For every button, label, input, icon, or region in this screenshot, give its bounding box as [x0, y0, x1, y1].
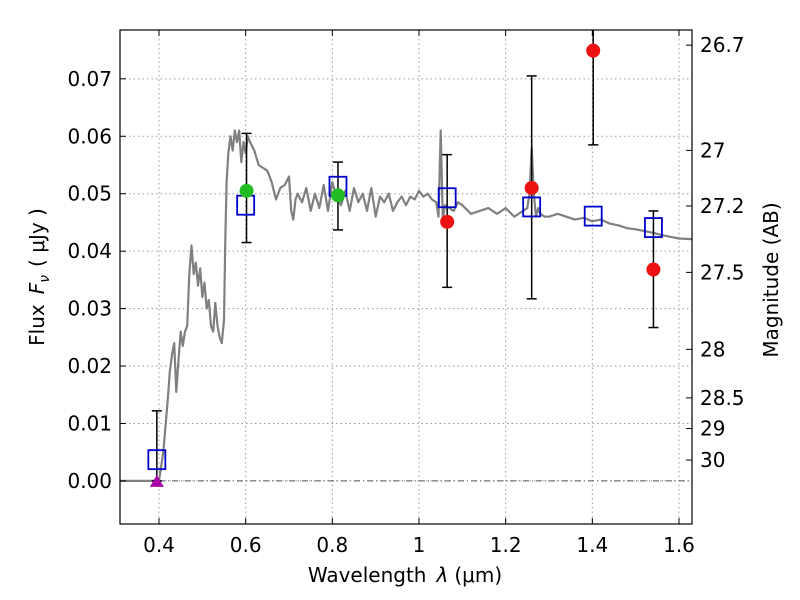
y-axis-label: FluxFν( μJy ): [25, 208, 53, 346]
x-tick-label: 1.2: [490, 533, 522, 557]
mag-tick-label: 27.2: [700, 194, 745, 218]
model-square-marker: [147, 449, 167, 471]
x-axis-label: Wavelength λ (μm): [308, 563, 502, 587]
axis-ticks: [120, 30, 692, 524]
data-markers: [147, 43, 663, 487]
y-tick-label: 0.05: [67, 182, 112, 206]
mag-tick-label: 27.5: [700, 260, 745, 284]
y-tick-label: 0.06: [67, 124, 112, 148]
x-tick-label: 0.6: [230, 533, 262, 557]
mag-tick-label: 30: [700, 448, 725, 472]
red-data-point: [646, 262, 661, 277]
green-data-point: [330, 188, 345, 203]
mag-tick-label: 27: [700, 138, 725, 162]
red-data-point: [586, 43, 601, 58]
green-data-point: [239, 183, 254, 198]
red-data-point: [524, 180, 539, 195]
upper-limit-triangle: [149, 474, 164, 487]
y-tick-label: 0.07: [67, 67, 112, 91]
mag-tick-label: 28: [700, 337, 725, 361]
model-square-marker: [437, 187, 457, 209]
x-tick-label: 1.6: [663, 533, 695, 557]
x-tick-label: 1: [413, 533, 426, 557]
tick-labels: 0.4 0.6 0.8 1 1.2 1.4 1.6 0.00 0.01 0.02 0.03 0.04 0…: [67, 33, 744, 557]
y-tick-label: 0.01: [67, 411, 112, 435]
model-square-marker: [522, 196, 542, 218]
y2-axis-label: Magnitude (AB): [759, 202, 783, 357]
mag-tick-label: 28.5: [700, 386, 745, 410]
plot-frame: [119, 29, 693, 525]
model-square-marker: [644, 217, 663, 239]
y-tick-label: 0.04: [67, 239, 112, 263]
x-tick-label: 1.4: [576, 533, 608, 557]
model-square-marker: [583, 205, 603, 227]
x-tick-label: 0.8: [316, 533, 348, 557]
mag-tick-label: 26.7: [700, 33, 745, 57]
x-tick-label: 0.4: [143, 533, 175, 557]
mag-tick-label: 29: [700, 417, 725, 441]
red-data-point: [440, 214, 455, 229]
y-tick-label: 0.03: [67, 297, 112, 321]
y-tick-label: 0.00: [67, 469, 112, 493]
y-tick-label: 0.02: [67, 354, 112, 378]
